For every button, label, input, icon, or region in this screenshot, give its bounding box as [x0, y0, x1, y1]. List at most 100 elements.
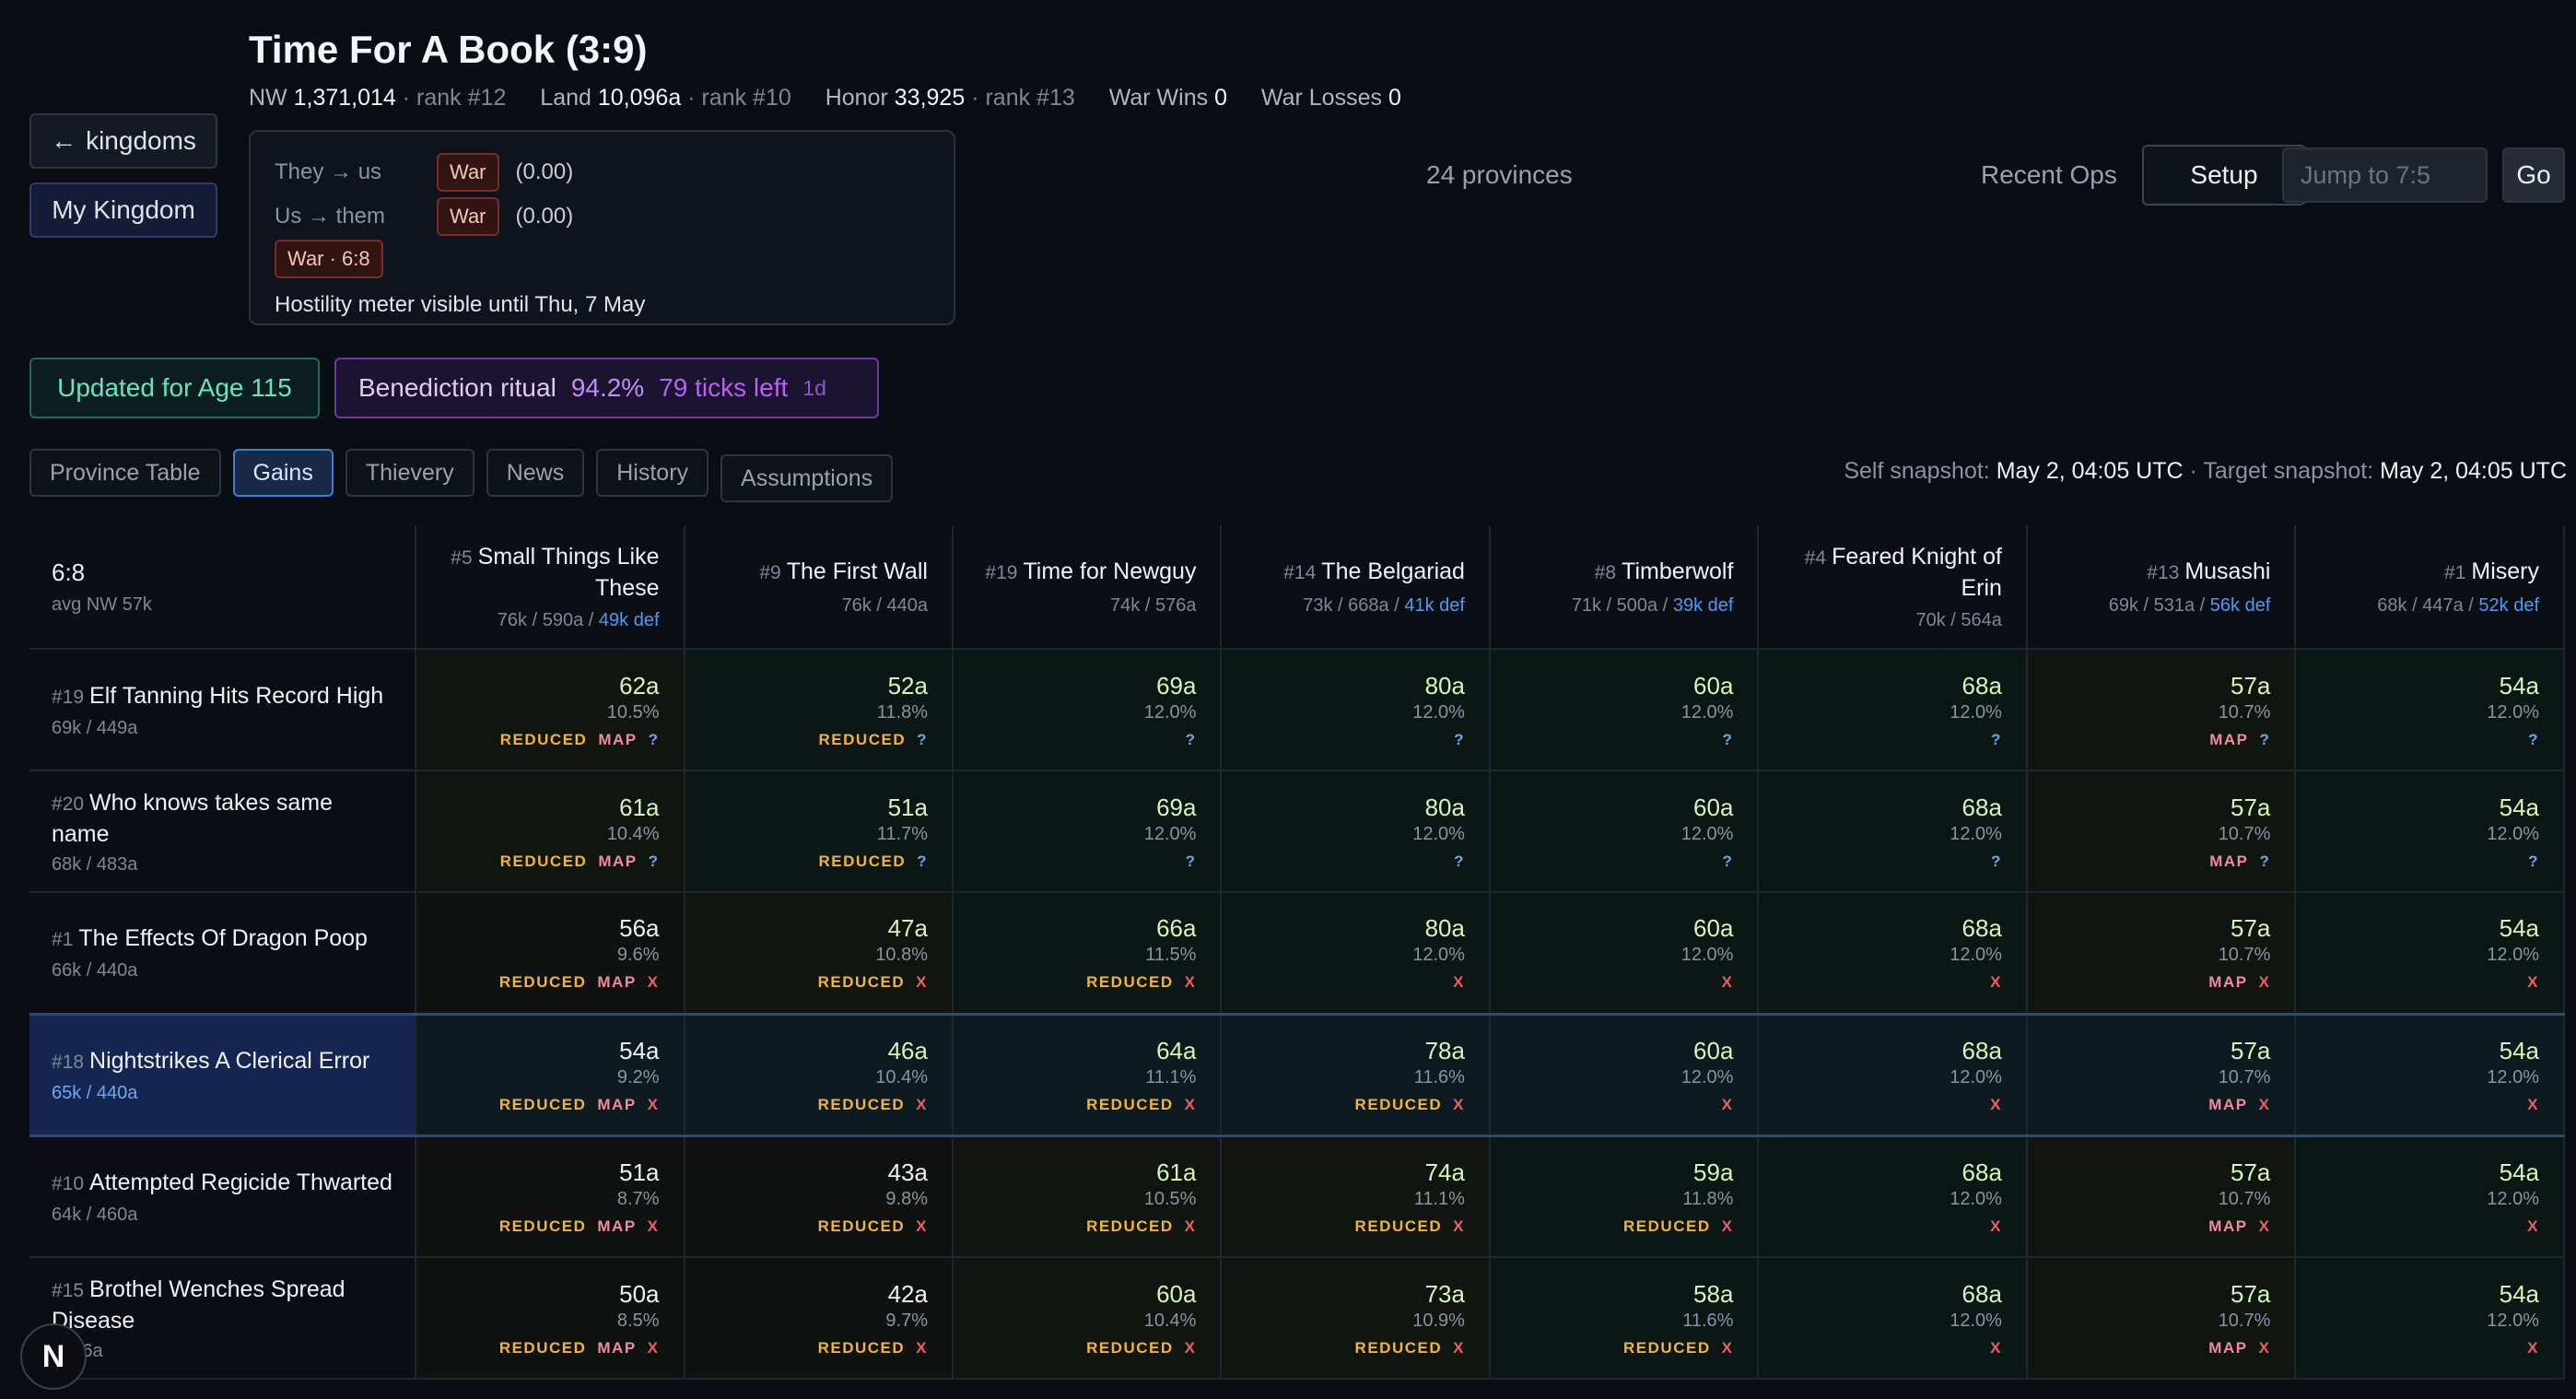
gain-percent: 12.0%	[1412, 823, 1465, 844]
gain-cell[interactable]: 60a 12.0% X	[1489, 1012, 1760, 1137]
province-name: Who knows takes same name	[52, 789, 334, 847]
back-to-kingdoms-button[interactable]: ← kingdoms	[29, 113, 217, 169]
gain-tags: REDUCED X	[685, 1217, 928, 1236]
gain-cell[interactable]: 57a 10.7% MAP X	[2026, 1012, 2297, 1137]
gain-cell[interactable]: 69a 12.0%?	[952, 770, 1223, 893]
table-row[interactable]: #10 Attempted Regicide Thwarted 64k / 460a…	[29, 1135, 2565, 1258]
gain-tag: X	[916, 1217, 928, 1235]
gain-tag: X	[916, 973, 928, 992]
gain-cell[interactable]: 42a 9.7% REDUCED X	[684, 1257, 954, 1380]
tab-gains[interactable]: Gains	[232, 449, 334, 497]
gain-cell[interactable]: 54a 12.0% X	[2295, 892, 2565, 1015]
gain-cell[interactable]: 61a 10.4% REDUCED MAP?	[416, 770, 685, 893]
gain-tag: REDUCED	[817, 1095, 906, 1113]
gain-cell[interactable]: 57a 10.7% MAP?	[2026, 770, 2297, 893]
gain-cell[interactable]: 74a 11.1% REDUCED X	[1221, 1135, 1491, 1258]
gain-cell[interactable]: 68a 12.0% X	[1758, 1257, 2028, 1380]
gain-tags: ?	[1759, 731, 2001, 749]
gain-cell[interactable]: 58a 11.6% REDUCED X	[1489, 1257, 1760, 1380]
gain-tags: REDUCED X	[954, 1339, 1196, 1358]
tab-province-table[interactable]: Province Table	[29, 449, 221, 497]
gain-tag: REDUCED	[1354, 1217, 1443, 1235]
gain-cell[interactable]: 46a 10.4% REDUCED X	[684, 1012, 954, 1137]
gain-cell[interactable]: 43a 9.8% REDUCED X	[684, 1135, 954, 1258]
gain-cell[interactable]: 50a 8.5% REDUCED MAP X	[416, 1257, 685, 1380]
gain-cell[interactable]: 54a 12.0% X	[2295, 1257, 2565, 1380]
framework-dev-badge[interactable]: N	[20, 1323, 87, 1390]
tab-assumptions[interactable]: Assumptions	[720, 454, 894, 502]
jump-to-input[interactable]	[2282, 147, 2488, 203]
gain-cell[interactable]: 80a 12.0%?	[1221, 770, 1491, 893]
column-defense: 41k def	[1404, 595, 1465, 616]
gain-percent: 10.4%	[1143, 1310, 1197, 1331]
gain-cell[interactable]: 54a 12.0% X	[2295, 1135, 2565, 1258]
gain-cell[interactable]: 68a 12.0% X	[1758, 1012, 2028, 1137]
go-button[interactable]: Go	[2502, 147, 2565, 203]
gain-tag: X	[647, 1217, 660, 1235]
tab-history[interactable]: History	[596, 449, 709, 497]
gain-cell[interactable]: 59a 11.8% REDUCED X	[1489, 1135, 1760, 1258]
gain-tags: REDUCED X	[954, 1096, 1196, 1114]
gain-percent: 9.2%	[616, 1066, 660, 1087]
gain-tag: ?	[2528, 852, 2539, 870]
gain-cell[interactable]: 47a 10.8% REDUCED X	[684, 892, 954, 1015]
gain-cell[interactable]: 57a 10.7% MAP X	[2026, 892, 2297, 1015]
gain-tag: ?	[2259, 730, 2271, 748]
gain-percent: 12.0%	[1950, 1066, 2002, 1087]
gain-cell[interactable]: 68a 12.0%?	[1758, 770, 2028, 893]
gain-cell[interactable]: 64a 11.1% REDUCED X	[952, 1012, 1223, 1137]
gain-cell[interactable]: 62a 10.5% REDUCED MAP?	[416, 649, 685, 771]
gain-cell[interactable]: 66a 11.5% REDUCED X	[952, 892, 1223, 1015]
gain-tag: X	[1721, 1338, 1734, 1357]
gain-cell[interactable]: 60a 12.0% X	[1489, 892, 1760, 1015]
table-row[interactable]: #19 Elf Tanning Hits Record High 69k / 449…	[29, 649, 2565, 771]
tab-news[interactable]: News	[486, 449, 585, 497]
table-row[interactable]: #1 The Effects Of Dragon Poop 66k / 440a 56…	[29, 892, 2565, 1015]
gain-tag: X	[647, 1095, 660, 1113]
gain-tags: MAP?	[2028, 731, 2270, 749]
gain-cell[interactable]: 60a 10.4% REDUCED X	[952, 1257, 1223, 1380]
gain-tag: MAP	[597, 1338, 637, 1357]
gain-tags: X	[2296, 1096, 2539, 1114]
gain-percent: 12.0%	[1950, 823, 2002, 844]
gain-cell[interactable]: 54a 12.0%?	[2295, 649, 2565, 771]
gain-cell[interactable]: 57a 10.7% MAP X	[2026, 1257, 2297, 1380]
gain-cell[interactable]: 57a 10.7% MAP?	[2026, 649, 2297, 771]
gain-percent: 11.7%	[876, 823, 928, 844]
my-kingdom-button[interactable]: My Kingdom	[29, 182, 217, 238]
gain-cell[interactable]: 57a 10.7% MAP X	[2026, 1135, 2297, 1258]
gain-cell[interactable]: 51a 11.7% REDUCED?	[684, 770, 954, 893]
gain-tag: REDUCED	[818, 730, 907, 748]
gain-cell[interactable]: 52a 11.8% REDUCED?	[684, 649, 954, 771]
gain-cell[interactable]: 60a 12.0%?	[1489, 649, 1760, 771]
gain-acres: 68a	[1961, 671, 2002, 700]
gain-cell[interactable]: 68a 12.0% X	[1758, 892, 2028, 1015]
column-name: The Belgariad	[1321, 558, 1465, 584]
gain-cell[interactable]: 69a 12.0%?	[952, 649, 1223, 771]
gain-cell[interactable]: 54a 9.2% REDUCED MAP X	[416, 1012, 685, 1137]
gain-cell[interactable]: 54a 12.0% X	[2295, 1012, 2565, 1137]
gain-cell[interactable]: 61a 10.5% REDUCED X	[952, 1135, 1223, 1258]
gain-cell[interactable]: 73a 10.9% REDUCED X	[1221, 1257, 1491, 1380]
gain-cell[interactable]: 80a 12.0% X	[1221, 892, 1491, 1015]
table-body: #19 Elf Tanning Hits Record High 69k / 449…	[29, 649, 2565, 1380]
gain-cell[interactable]: 80a 12.0%?	[1221, 649, 1491, 771]
table-row[interactable]: #18 Nightstrikes A Clerical Error 65k / 44…	[29, 1012, 2565, 1137]
gain-cell[interactable]: 60a 12.0%?	[1489, 770, 1760, 893]
gain-cell[interactable]: 78a 11.6% REDUCED X	[1221, 1012, 1491, 1137]
tab-thievery[interactable]: Thievery	[345, 449, 474, 497]
gain-percent: 9.7%	[885, 1310, 928, 1331]
gain-tag: ?	[917, 730, 928, 748]
gain-percent: 12.0%	[2487, 1188, 2539, 1209]
setup-button[interactable]: Setup	[2142, 145, 2306, 206]
gain-cell[interactable]: 54a 12.0%?	[2295, 770, 2565, 893]
gain-cell[interactable]: 68a 12.0% X	[1758, 1135, 2028, 1258]
gain-cell[interactable]: 56a 9.6% REDUCED MAP X	[416, 892, 685, 1015]
recent-ops-link[interactable]: Recent Ops	[1981, 160, 2117, 189]
gain-cell[interactable]: 51a 8.7% REDUCED MAP X	[416, 1135, 685, 1258]
table-row[interactable]: #20 Who knows takes same name 68k / 483a 61…	[29, 770, 2565, 893]
gain-cell[interactable]: 68a 12.0%?	[1758, 649, 2028, 771]
gain-percent: 10.7%	[2218, 1066, 2271, 1087]
target-avg-nw: avg NW 57k	[52, 594, 152, 615]
